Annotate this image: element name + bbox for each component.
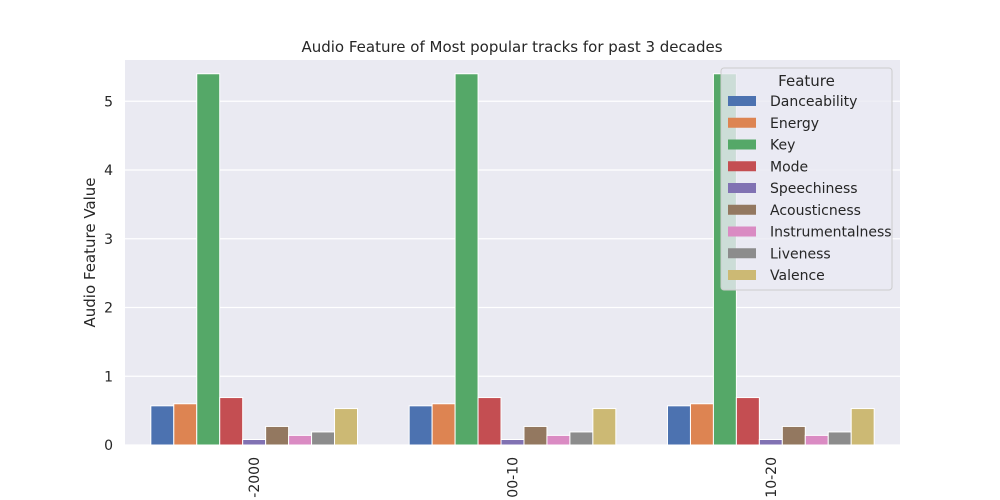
legend-swatch-speechiness [728, 183, 756, 193]
legend-swatch-danceability [728, 96, 756, 106]
y-tick-label: 0 [104, 438, 113, 454]
bar-energy-2 [689, 403, 714, 446]
bar-danceability-2 [667, 405, 691, 446]
bar-valence-2 [850, 408, 875, 446]
bar-energy-1 [431, 403, 456, 446]
bar-mode-0 [219, 397, 244, 446]
bar-speechiness-0 [242, 439, 267, 446]
legend-label-valence: Valence [770, 268, 825, 284]
legend-swatch-instrumentalness [728, 226, 756, 237]
legend-label-mode: Mode [770, 159, 808, 175]
x-tick-label: 10-20 [764, 457, 780, 498]
bar-instrumentalness-0 [288, 434, 313, 446]
bar-valence-1 [592, 408, 617, 446]
bar-instrumentalness-2 [804, 434, 829, 446]
bar-speechiness-1 [500, 439, 525, 446]
y-axis-label: Audio Feature Value [81, 177, 99, 327]
y-tick-label: 4 [104, 163, 113, 179]
bar-valence-0 [334, 408, 359, 446]
bar-energy-0 [173, 403, 198, 446]
legend-swatch-key [728, 139, 756, 150]
legend: Feature Danceability Energy Key Mode Speechin… [720, 67, 893, 291]
legend-swatch-energy [728, 117, 756, 128]
legend-swatch-mode [728, 161, 756, 172]
bar-danceability-1 [408, 405, 433, 446]
legend-label-key: Key [770, 138, 795, 154]
legend-label-energy: Energy [770, 116, 819, 132]
bar-mode-2 [735, 397, 760, 446]
bar-acousticness-0 [265, 425, 290, 446]
legend-label-instrumentalness: Instrumentalness [770, 225, 892, 241]
bar-liveness-1 [569, 431, 594, 446]
legend-swatch-valence [728, 270, 756, 280]
bar-liveness-0 [311, 431, 336, 446]
bar-acousticness-1 [523, 425, 548, 446]
y-tick-label: 1 [104, 369, 113, 385]
chart-title: Audio Feature of Most popular tracks for… [301, 38, 722, 56]
bars [150, 73, 875, 446]
legend-title: Feature [778, 72, 835, 90]
y-tick-label: 3 [104, 232, 113, 248]
bar-speechiness-2 [758, 439, 783, 446]
bar-key-0 [196, 73, 221, 446]
x-tick-label: 00-10 [506, 457, 522, 498]
y-tick-label: 5 [104, 94, 113, 110]
x-tick-label: -2000 [247, 457, 263, 498]
y-axis-ticks: 0 1 2 3 4 5 [104, 94, 113, 454]
legend-label-danceability: Danceability [770, 94, 857, 110]
legend-box [720, 67, 893, 291]
y-tick-label: 2 [104, 301, 113, 317]
legend-label-acousticness: Acousticness [770, 203, 861, 219]
legend-swatch-acousticness [728, 204, 756, 215]
bar-danceability-0 [150, 405, 175, 446]
x-axis-ticks: -2000 00-10 10-20 [247, 457, 780, 498]
bar-liveness-2 [827, 431, 852, 446]
legend-label-liveness: Liveness [770, 246, 831, 262]
bar-instrumentalness-1 [546, 434, 571, 446]
legend-label-speechiness: Speechiness [770, 181, 858, 197]
bar-acousticness-2 [781, 425, 806, 446]
bar-key-1 [454, 73, 479, 446]
bar-mode-1 [477, 397, 502, 446]
legend-swatch-liveness [728, 248, 756, 259]
